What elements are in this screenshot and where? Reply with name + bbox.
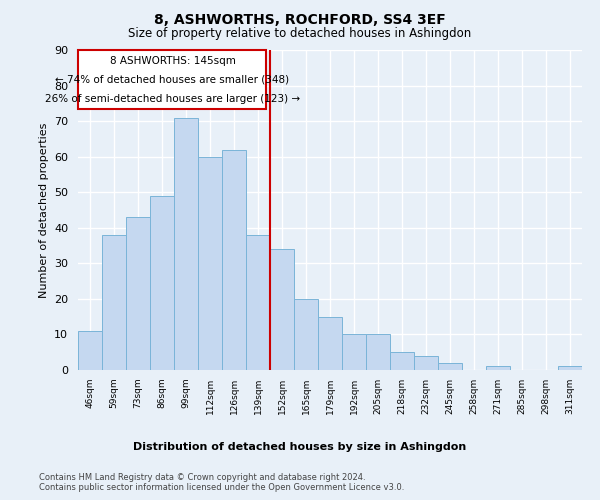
Text: ← 74% of detached houses are smaller (348): ← 74% of detached houses are smaller (34… xyxy=(55,74,290,85)
Text: Size of property relative to detached houses in Ashingdon: Size of property relative to detached ho… xyxy=(128,28,472,40)
Bar xyxy=(246,235,270,370)
Bar xyxy=(102,235,126,370)
Text: 26% of semi-detached houses are larger (123) →: 26% of semi-detached houses are larger (… xyxy=(45,94,300,104)
Bar xyxy=(79,50,266,108)
Bar xyxy=(342,334,366,370)
Bar xyxy=(558,366,582,370)
Bar xyxy=(294,299,318,370)
Text: 8 ASHWORTHS: 145sqm: 8 ASHWORTHS: 145sqm xyxy=(110,56,235,66)
Bar xyxy=(390,352,414,370)
Bar xyxy=(270,249,294,370)
Bar xyxy=(486,366,510,370)
Text: Contains public sector information licensed under the Open Government Licence v3: Contains public sector information licen… xyxy=(39,482,404,492)
Bar xyxy=(318,316,342,370)
Bar xyxy=(366,334,390,370)
Bar xyxy=(78,331,102,370)
Bar xyxy=(414,356,438,370)
Text: Contains HM Land Registry data © Crown copyright and database right 2024.: Contains HM Land Registry data © Crown c… xyxy=(39,472,365,482)
Bar xyxy=(438,363,462,370)
Y-axis label: Number of detached properties: Number of detached properties xyxy=(38,122,49,298)
Text: 8, ASHWORTHS, ROCHFORD, SS4 3EF: 8, ASHWORTHS, ROCHFORD, SS4 3EF xyxy=(154,12,446,26)
Bar xyxy=(126,217,150,370)
Bar xyxy=(222,150,246,370)
Bar xyxy=(174,118,198,370)
Text: Distribution of detached houses by size in Ashingdon: Distribution of detached houses by size … xyxy=(133,442,467,452)
Bar xyxy=(150,196,174,370)
Bar xyxy=(198,156,222,370)
